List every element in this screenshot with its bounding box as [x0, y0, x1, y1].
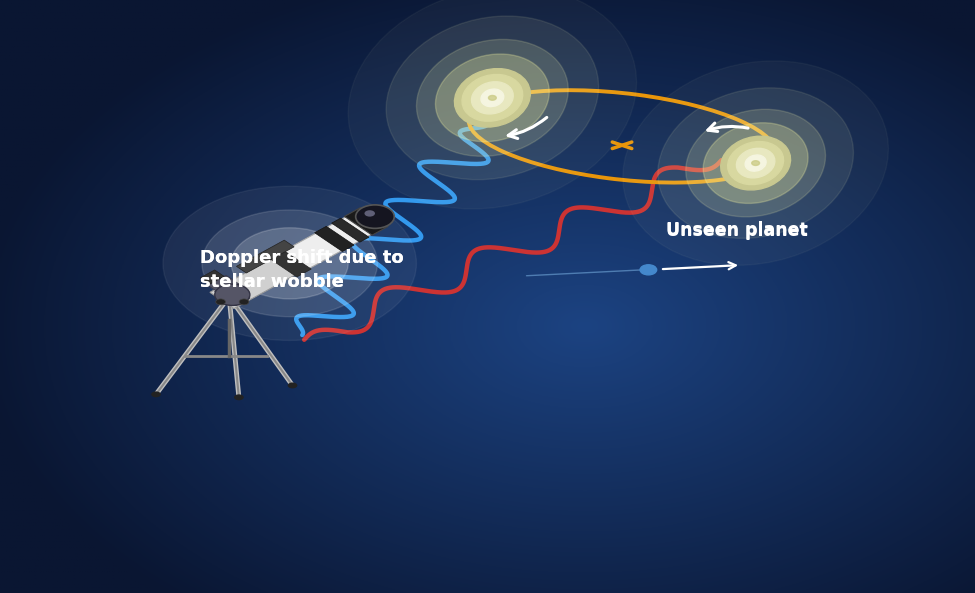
Ellipse shape [416, 39, 568, 157]
Ellipse shape [658, 88, 853, 238]
Polygon shape [237, 240, 294, 273]
Polygon shape [208, 275, 245, 298]
Circle shape [640, 264, 657, 275]
Text: Doppler shift due to
stellar wobble: Doppler shift due to stellar wobble [200, 248, 404, 291]
Polygon shape [344, 208, 388, 235]
Polygon shape [210, 244, 322, 308]
Circle shape [231, 228, 348, 299]
Text: Unseen planet: Unseen planet [666, 222, 807, 240]
Circle shape [288, 382, 297, 388]
Circle shape [215, 299, 225, 305]
Text: Doppler shift due to
stellar wobble: Doppler shift due to stellar wobble [200, 248, 404, 291]
Ellipse shape [727, 142, 784, 184]
Text: Unseen planet: Unseen planet [666, 221, 807, 239]
Polygon shape [200, 270, 224, 284]
Circle shape [239, 299, 249, 305]
Ellipse shape [685, 109, 826, 217]
Ellipse shape [454, 69, 530, 127]
Polygon shape [268, 250, 311, 277]
Circle shape [356, 205, 394, 228]
Ellipse shape [481, 89, 504, 107]
Polygon shape [332, 218, 369, 242]
Polygon shape [214, 283, 250, 306]
Ellipse shape [462, 75, 523, 121]
Circle shape [216, 289, 242, 304]
Circle shape [202, 210, 377, 317]
Circle shape [214, 284, 250, 305]
Polygon shape [315, 227, 354, 251]
Circle shape [234, 394, 244, 400]
Ellipse shape [721, 136, 791, 190]
Circle shape [752, 161, 760, 165]
Circle shape [163, 186, 416, 340]
Circle shape [365, 211, 375, 216]
Ellipse shape [472, 82, 513, 114]
Circle shape [488, 95, 496, 100]
Ellipse shape [436, 54, 549, 142]
Ellipse shape [386, 16, 599, 180]
Ellipse shape [745, 155, 766, 171]
Ellipse shape [703, 123, 808, 203]
Circle shape [151, 391, 161, 397]
Polygon shape [272, 213, 377, 275]
Ellipse shape [736, 148, 775, 178]
